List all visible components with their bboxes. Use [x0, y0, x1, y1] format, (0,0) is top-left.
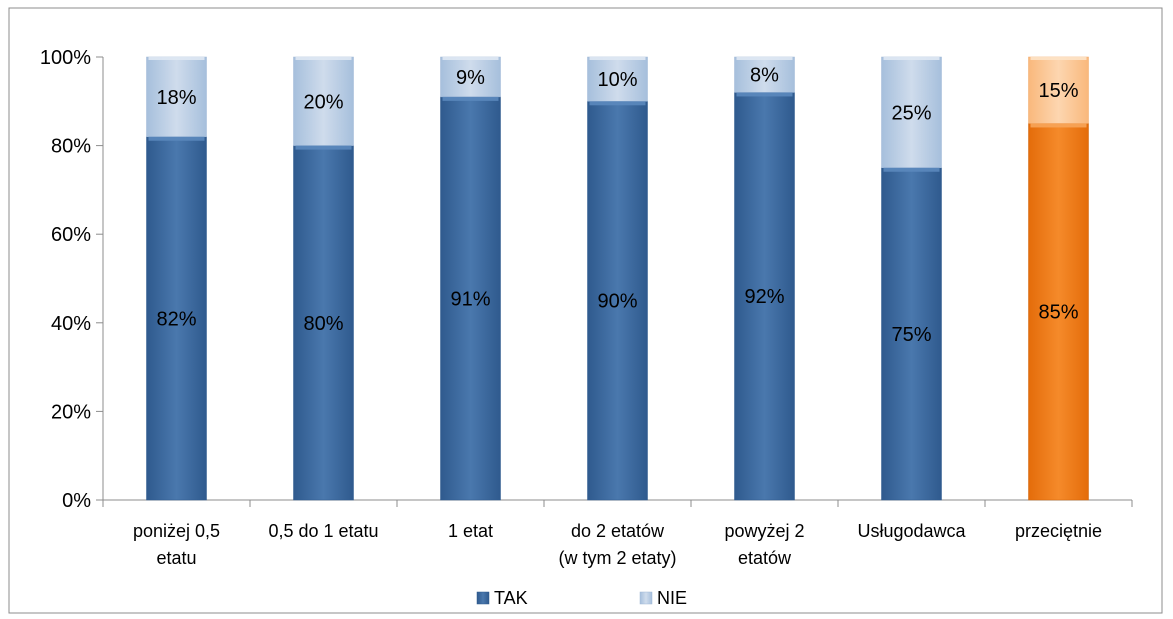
y-tick-label: 100%	[40, 47, 91, 69]
y-tick-label: 20%	[51, 401, 91, 423]
bar-tak	[587, 101, 648, 501]
data-label-tak: 91%	[450, 288, 490, 310]
bar-tak-bevel	[295, 145, 352, 150]
bar-tak-bevel	[1030, 123, 1087, 128]
bar-nie-bevel	[736, 57, 793, 60]
legend-label-nie: NIE	[657, 588, 687, 608]
x-category-label: do 2 etatów	[571, 521, 665, 541]
y-tick-label: 80%	[51, 136, 91, 158]
data-label-nie: 15%	[1038, 80, 1078, 102]
data-label-tak: 85%	[1038, 302, 1078, 324]
bar-nie-bevel	[589, 57, 646, 60]
bar-nie	[293, 56, 354, 146]
bar-tak	[734, 92, 795, 501]
legend-label-tak: TAK	[494, 588, 528, 608]
data-label-tak: 75%	[891, 324, 931, 346]
x-category-label: etatu	[156, 548, 196, 568]
bar-tak-bevel	[736, 92, 793, 97]
x-category-label: przeciętnie	[1015, 521, 1102, 541]
bar-tak	[881, 167, 942, 501]
data-label-nie: 10%	[597, 69, 637, 91]
x-category-label: 0,5 do 1 etatu	[268, 521, 378, 541]
bar-nie-bevel	[1030, 57, 1087, 60]
bar-tak-bevel	[883, 167, 940, 172]
data-label-nie: 9%	[456, 67, 485, 89]
x-category-label: powyżej 2	[724, 521, 804, 541]
x-category-label: Usługodawca	[857, 521, 966, 541]
bar-tak	[440, 96, 501, 501]
x-category-label: etatów	[738, 548, 792, 568]
data-label-tak: 92%	[744, 286, 784, 308]
x-category-label: poniżej 0,5	[133, 521, 220, 541]
bar-tak	[1028, 123, 1089, 501]
data-label-nie: 25%	[891, 102, 931, 124]
data-label-nie: 20%	[303, 91, 343, 113]
y-tick-label: 0%	[62, 490, 91, 512]
bar-nie	[734, 56, 795, 93]
x-category-label: 1 etat	[448, 521, 493, 541]
bar-nie	[146, 56, 207, 137]
bar-nie	[587, 56, 648, 102]
bar-tak	[146, 136, 207, 501]
x-category-label: (w tym 2 etaty)	[558, 548, 676, 568]
bar-nie	[881, 56, 942, 168]
bar-nie-bevel	[883, 57, 940, 60]
bar-tak	[293, 145, 354, 501]
data-label-nie: 18%	[156, 87, 196, 109]
data-label-tak: 80%	[303, 313, 343, 335]
data-label-tak: 82%	[156, 308, 196, 330]
bar-nie	[1028, 56, 1089, 124]
y-tick-label: 40%	[51, 313, 91, 335]
legend-swatch-nie	[639, 591, 653, 605]
legend-swatch-tak	[476, 591, 490, 605]
y-tick-label: 60%	[51, 224, 91, 246]
bar-nie-bevel	[442, 57, 499, 60]
bar-nie-bevel	[295, 57, 352, 60]
data-label-nie: 8%	[750, 65, 779, 87]
bar-tak-bevel	[442, 96, 499, 101]
bar-nie	[440, 56, 501, 98]
bar-tak-bevel	[148, 136, 205, 141]
data-label-tak: 90%	[597, 291, 637, 313]
bar-tak-bevel	[589, 101, 646, 106]
bar-nie-bevel	[148, 57, 205, 60]
